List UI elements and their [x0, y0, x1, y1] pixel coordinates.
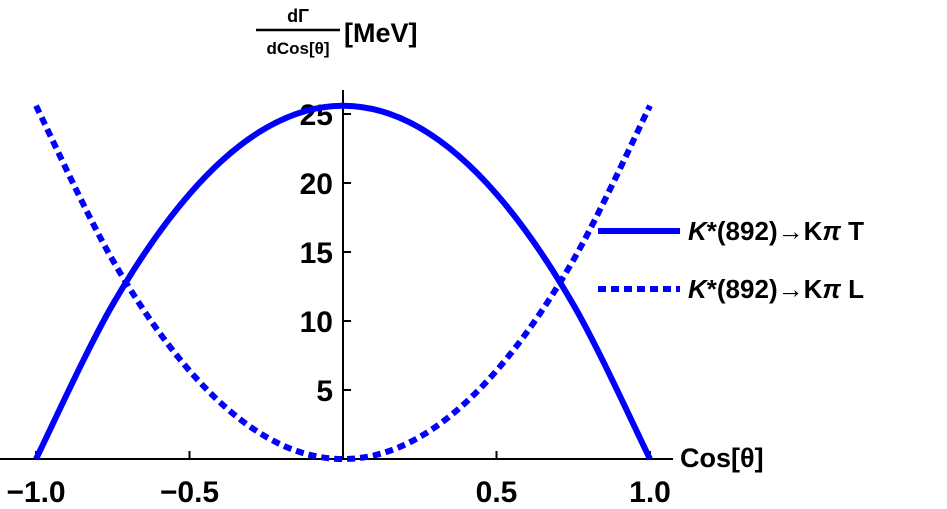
- x-tick-label: −1.0: [6, 476, 65, 509]
- legend-item-longitudinal: K*(892)→Kπ L: [598, 274, 864, 304]
- y-axis-label-denominator: dCos[θ]: [266, 39, 329, 58]
- y-axis-label-unit: [MeV]: [344, 18, 418, 48]
- series-line-transverse: [33, 102, 653, 461]
- x-tick-label: 0.5: [476, 476, 518, 509]
- series-layer: [33, 102, 653, 463]
- legend-label-transverse: K*(892)→Kπ T: [688, 216, 864, 246]
- series-line-longitudinal: [33, 104, 653, 463]
- y-tick-label: 5: [316, 375, 333, 408]
- y-tick-label: 20: [300, 168, 333, 201]
- legend-label-longitudinal: K*(892)→Kπ L: [688, 274, 864, 304]
- x-axis-label: Cos[θ]: [680, 443, 764, 473]
- y-tick-label: 10: [300, 306, 333, 339]
- y-axis-label-numerator: dΓ: [287, 6, 309, 26]
- x-tick-label: 1.0: [629, 476, 671, 509]
- x-tick-label: −0.5: [160, 476, 219, 509]
- legend-item-transverse: K*(892)→Kπ T: [598, 216, 864, 246]
- legend: K*(892)→Kπ T K*(892)→Kπ L: [598, 216, 864, 304]
- y-axis-label: dΓ dCos[θ] [MeV]: [256, 6, 418, 58]
- y-tick-label: 15: [300, 237, 333, 270]
